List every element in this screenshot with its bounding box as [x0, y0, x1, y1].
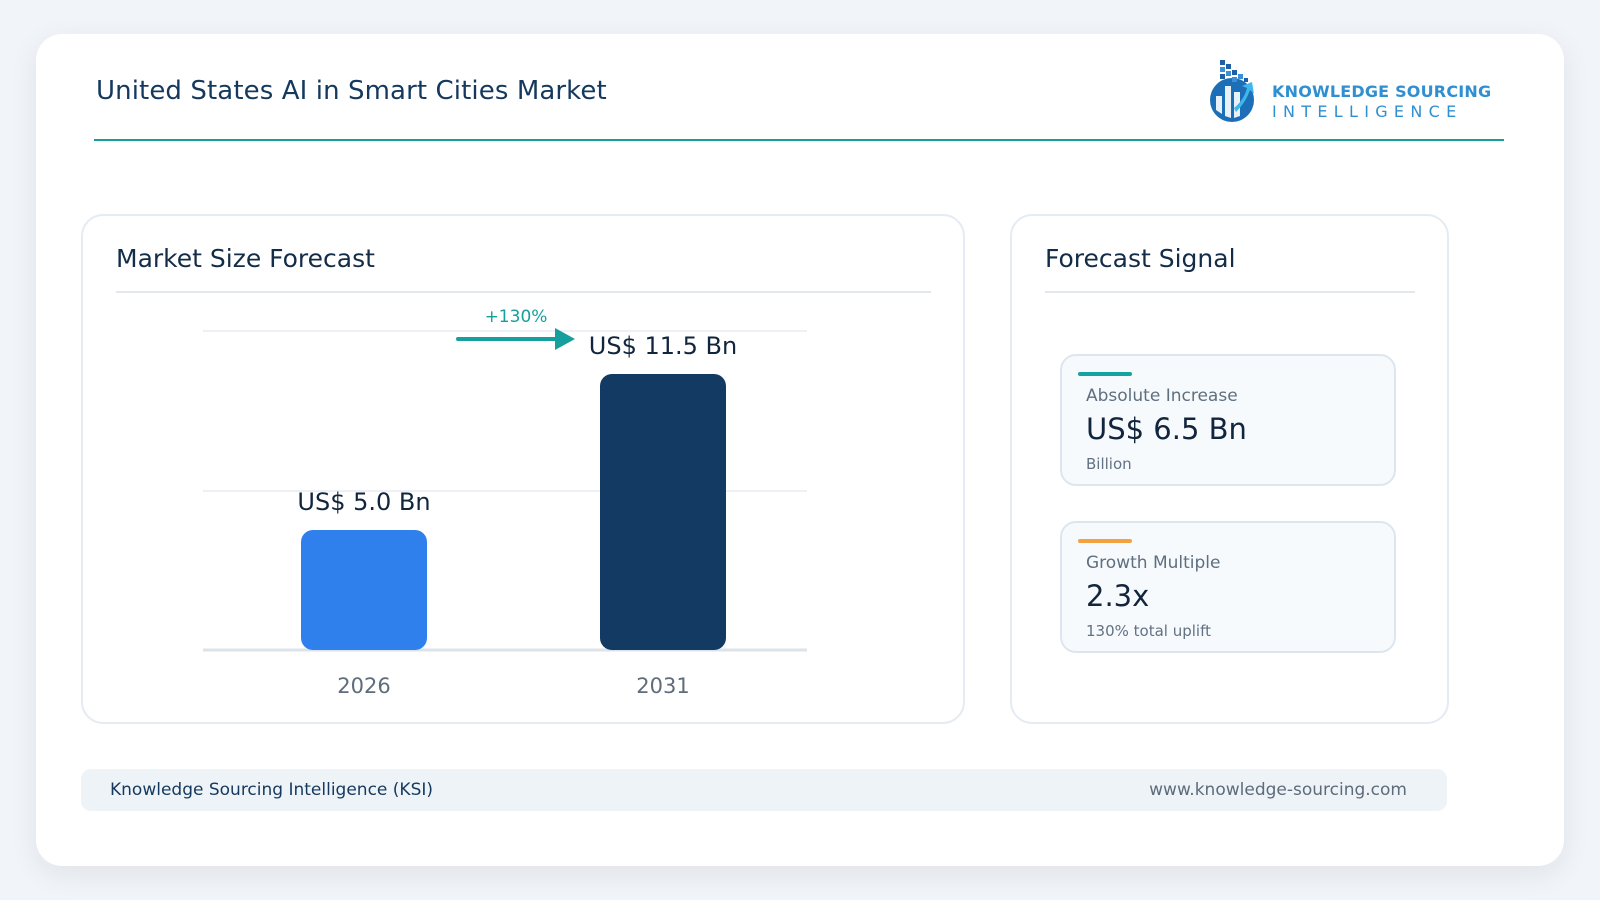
- bar-2026: [301, 530, 427, 650]
- logo-text-line2: INTELLIGENCE: [1272, 102, 1463, 121]
- market-size-panel: Market Size Forecast US$ 5.0 Bn 2026 US$ 1…: [81, 214, 965, 724]
- footer-company: Knowledge Sourcing Intelligence (KSI): [110, 780, 434, 800]
- infographic-card: United States AI in Smart Cities Market …: [36, 34, 1564, 866]
- metric-accent-bar: [1078, 372, 1132, 376]
- metric-value: US$ 6.5 Bn: [1086, 412, 1247, 446]
- data-label-2031: US$ 11.5 Bn: [589, 332, 737, 360]
- data-label-2026: US$ 5.0 Bn: [297, 488, 430, 516]
- panel-divider: [1045, 291, 1415, 293]
- x-tick-label-2031: 2031: [636, 674, 689, 698]
- forecast-signal-panel: Forecast Signal Absolute Increase US$ 6.…: [1010, 214, 1449, 724]
- bar-2031: [600, 374, 726, 650]
- panel-divider: [116, 291, 931, 293]
- metric-value: 2.3x: [1086, 579, 1150, 613]
- x-tick-label-2026: 2026: [337, 674, 390, 698]
- footer-bar: Knowledge Sourcing Intelligence (KSI) ww…: [81, 769, 1447, 811]
- metric-label: Growth Multiple: [1086, 553, 1221, 573]
- growth-arrow-head: [555, 328, 575, 350]
- ksi-logo-icon: [1210, 60, 1254, 122]
- metric-subtext: 130% total uplift: [1086, 622, 1211, 640]
- growth-label: +130%: [485, 307, 548, 327]
- panel-title-market-size: Market Size Forecast: [116, 244, 375, 273]
- metric-label: Absolute Increase: [1086, 386, 1238, 406]
- panel-title-forecast-signal: Forecast Signal: [1045, 244, 1236, 273]
- page-title: United States AI in Smart Cities Market: [96, 76, 607, 106]
- metric-accent-bar: [1078, 539, 1132, 543]
- header-divider: [94, 139, 1504, 141]
- metric-card-growth-multiple: Growth Multiple 2.3x 130% total uplift: [1060, 521, 1396, 653]
- metric-card-absolute-increase: Absolute Increase US$ 6.5 Bn Billion: [1060, 354, 1396, 486]
- metric-subtext: Billion: [1086, 455, 1132, 473]
- footer-website-link[interactable]: www.knowledge-sourcing.com: [1149, 780, 1407, 800]
- logo-text-line1: KNOWLEDGE SOURCING: [1272, 82, 1492, 101]
- ksi-logo: KNOWLEDGE SOURCING INTELLIGENCE: [1208, 56, 1508, 132]
- bar-chart: US$ 5.0 Bn 2026 US$ 11.5 Bn 2031 +130%: [203, 307, 807, 698]
